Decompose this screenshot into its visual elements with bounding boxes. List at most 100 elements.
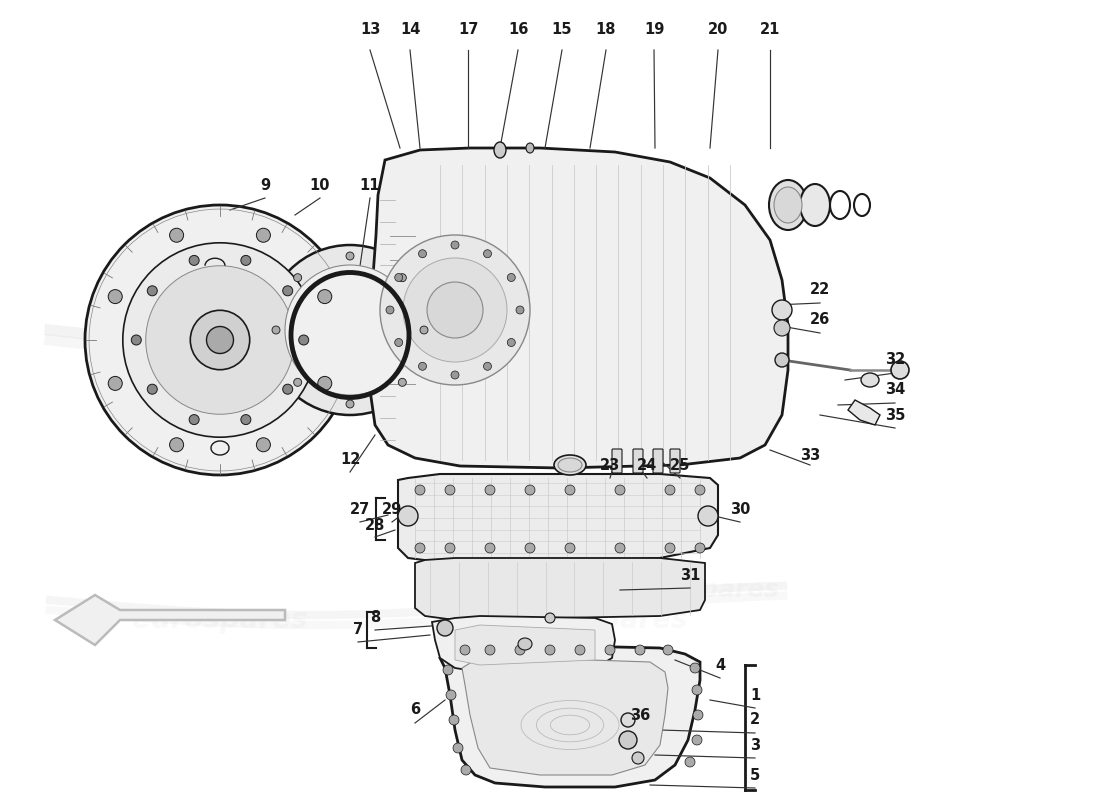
Ellipse shape <box>774 187 802 223</box>
Circle shape <box>565 485 575 495</box>
Circle shape <box>485 543 495 553</box>
Circle shape <box>695 485 705 495</box>
Circle shape <box>256 438 271 452</box>
Text: 30: 30 <box>729 502 750 518</box>
FancyBboxPatch shape <box>612 449 621 473</box>
Text: 15: 15 <box>552 22 572 38</box>
Circle shape <box>418 250 427 258</box>
Ellipse shape <box>554 455 586 475</box>
Polygon shape <box>432 616 615 672</box>
Circle shape <box>131 335 141 345</box>
Circle shape <box>615 485 625 495</box>
Text: 31: 31 <box>680 567 701 582</box>
Text: 27: 27 <box>350 502 370 518</box>
Circle shape <box>525 485 535 495</box>
Circle shape <box>632 752 644 764</box>
Text: 6: 6 <box>410 702 420 718</box>
Circle shape <box>666 485 675 495</box>
FancyBboxPatch shape <box>670 449 680 473</box>
Circle shape <box>776 353 789 367</box>
Polygon shape <box>440 645 700 787</box>
Polygon shape <box>398 474 718 562</box>
Circle shape <box>443 665 453 675</box>
Text: 7: 7 <box>353 622 363 638</box>
Polygon shape <box>55 595 285 645</box>
Ellipse shape <box>518 638 532 650</box>
Text: 34: 34 <box>884 382 905 398</box>
Ellipse shape <box>494 142 506 158</box>
Ellipse shape <box>861 373 879 387</box>
Circle shape <box>451 241 459 249</box>
Circle shape <box>692 685 702 695</box>
Circle shape <box>386 306 394 314</box>
Circle shape <box>398 506 418 526</box>
Circle shape <box>207 326 233 354</box>
FancyBboxPatch shape <box>653 449 663 473</box>
Text: 9: 9 <box>260 178 271 193</box>
Circle shape <box>147 384 157 394</box>
Text: 25: 25 <box>670 458 690 473</box>
Circle shape <box>123 242 317 437</box>
Circle shape <box>346 252 354 260</box>
Text: 26: 26 <box>810 313 830 327</box>
Circle shape <box>346 400 354 408</box>
Text: 17: 17 <box>458 22 478 38</box>
Circle shape <box>446 690 456 700</box>
Circle shape <box>460 645 470 655</box>
Circle shape <box>169 438 184 452</box>
Text: eurospares: eurospares <box>620 578 779 602</box>
Circle shape <box>256 228 271 242</box>
Polygon shape <box>848 400 880 425</box>
Text: eurospares: eurospares <box>421 328 579 352</box>
Text: 28: 28 <box>365 518 385 533</box>
Circle shape <box>772 300 792 320</box>
Circle shape <box>605 645 615 655</box>
Circle shape <box>241 255 251 266</box>
Circle shape <box>449 715 459 725</box>
Circle shape <box>147 286 157 296</box>
Circle shape <box>145 266 295 414</box>
Circle shape <box>685 757 695 767</box>
Circle shape <box>451 371 459 379</box>
Polygon shape <box>455 625 595 665</box>
Circle shape <box>666 543 675 553</box>
Circle shape <box>698 506 718 526</box>
Circle shape <box>108 376 122 390</box>
Text: 18: 18 <box>596 22 616 38</box>
Circle shape <box>318 290 332 304</box>
Circle shape <box>190 310 250 370</box>
Text: 16: 16 <box>508 22 528 38</box>
Circle shape <box>379 235 530 385</box>
Circle shape <box>415 485 425 495</box>
Circle shape <box>690 663 700 673</box>
Circle shape <box>395 274 403 282</box>
Circle shape <box>189 255 199 266</box>
Circle shape <box>169 228 184 242</box>
Circle shape <box>418 362 427 370</box>
Text: 19: 19 <box>644 22 664 38</box>
Circle shape <box>544 613 556 623</box>
Circle shape <box>663 645 673 655</box>
Circle shape <box>446 543 455 553</box>
Text: 21: 21 <box>760 22 780 38</box>
Circle shape <box>398 378 406 386</box>
Circle shape <box>891 361 909 379</box>
Circle shape <box>774 320 790 336</box>
Ellipse shape <box>558 458 582 472</box>
Text: 33: 33 <box>800 447 821 462</box>
Circle shape <box>318 376 332 390</box>
Circle shape <box>108 290 122 304</box>
Circle shape <box>446 485 455 495</box>
Text: 22: 22 <box>810 282 830 298</box>
Circle shape <box>283 384 293 394</box>
Circle shape <box>241 414 251 425</box>
Polygon shape <box>462 658 668 775</box>
Circle shape <box>283 286 293 296</box>
Text: 29: 29 <box>382 502 403 518</box>
Text: 11: 11 <box>360 178 381 193</box>
Text: 3: 3 <box>750 738 760 753</box>
Circle shape <box>693 710 703 720</box>
Text: 24: 24 <box>637 458 657 473</box>
Circle shape <box>507 274 515 282</box>
Circle shape <box>484 250 492 258</box>
